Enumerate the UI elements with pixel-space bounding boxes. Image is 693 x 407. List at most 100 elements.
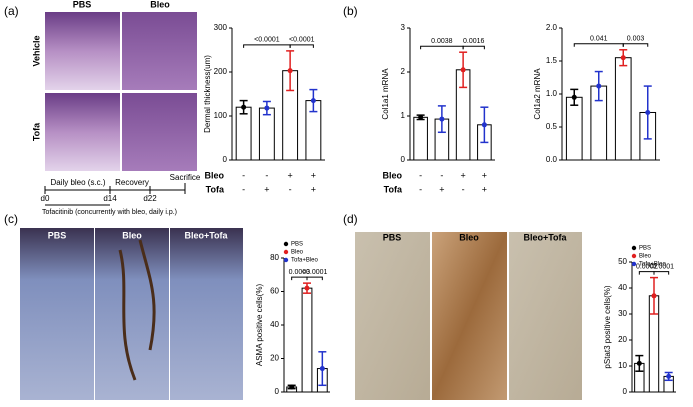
column-label: Bleo [459, 232, 479, 242]
y-tick-label: 1.5 [546, 56, 558, 65]
mean-dot [666, 373, 672, 379]
factor-level: - [265, 170, 268, 180]
factor-level: - [242, 170, 245, 180]
timeline-day: d22 [143, 194, 157, 203]
histology-image [355, 232, 430, 400]
y-tick-label: 0 [623, 387, 628, 396]
significance-bracket [243, 44, 291, 48]
mean-dot [460, 67, 466, 73]
significance-bracket [420, 45, 464, 50]
significance-bracket [291, 276, 308, 281]
p-value: <0.0001 [302, 269, 328, 276]
mean-dot [289, 384, 295, 390]
y-tick-label: 2 [401, 67, 406, 76]
timeline-label: Recovery [115, 178, 149, 187]
timeline-day: d0 [41, 194, 50, 203]
significance-bracket [306, 276, 323, 281]
y-axis-label: Col1a1 mRNA [381, 68, 390, 120]
column-label: PBS [48, 230, 67, 240]
y-tick-label: 50 [618, 257, 627, 266]
panel-label: (b) [343, 4, 358, 18]
histology-image [122, 93, 197, 171]
mean-dot [596, 83, 602, 89]
y-tick-label: 0 [275, 387, 280, 396]
p-value: 0.0038 [431, 38, 453, 45]
timeline-note: Tofacitinib (concurrently with bleo, dai… [42, 209, 177, 216]
y-axis-label: Dermal thickness(um) [203, 55, 212, 133]
p-value: <0.0001 [254, 37, 280, 44]
y-tick-label: 3 [401, 23, 406, 32]
y-tick-label: 60 [270, 287, 279, 296]
bar [258, 107, 275, 161]
y-tick-label: 30 [618, 309, 627, 318]
bar [301, 287, 313, 393]
mean-dot [287, 68, 293, 74]
legend-label: Bleo [291, 250, 304, 256]
histology-image [122, 12, 197, 90]
mean-dot [481, 122, 487, 128]
mean-dot [310, 98, 316, 104]
histology-image [45, 12, 120, 90]
timeline-day: d14 [103, 194, 117, 203]
column-label: Bleo [150, 0, 170, 9]
mean-dot [636, 360, 642, 366]
factor-label: Bleo [204, 170, 224, 180]
factor-label: Bleo [382, 170, 402, 180]
bar [413, 116, 428, 161]
y-tick-label: 2.0 [546, 23, 558, 32]
mean-dot [304, 285, 310, 291]
factor-label: Tofa [384, 184, 403, 194]
column-label: Bleo+Tofa [184, 230, 228, 240]
legend-marker [631, 245, 637, 251]
p-value: 0.003 [627, 36, 645, 43]
mean-dot [571, 94, 577, 100]
y-tick-label: 20 [270, 354, 279, 363]
row-label: Vehicle [31, 35, 41, 66]
bar [565, 96, 583, 161]
column-label: PBS [73, 0, 92, 9]
significance-bracket [462, 45, 485, 50]
y-axis-label: ASMA positive cells(%) [255, 284, 264, 367]
y-tick-label: 200 [214, 67, 228, 76]
factor-level: + [264, 184, 269, 194]
histology-image [20, 228, 94, 400]
mean-dot [645, 109, 651, 115]
y-axis-label: pStat3 positive cells(%) [603, 285, 612, 368]
p-value: 0.0016 [463, 38, 485, 45]
p-value: 0.0002 [636, 263, 658, 270]
factor-level: + [460, 170, 465, 180]
histology-detail [118, 239, 156, 381]
factor-level: + [439, 184, 444, 194]
factor-label: Tofa [206, 184, 225, 194]
mean-dot [651, 293, 657, 299]
column-label: PBS [383, 232, 402, 242]
mean-dot [264, 105, 270, 111]
mean-dot [418, 114, 424, 120]
significance-bracket [573, 43, 624, 47]
y-tick-label: 100 [214, 111, 228, 120]
bar [235, 106, 252, 161]
column-label: Bleo+Tofa [523, 232, 567, 242]
legend-label: PBS [291, 242, 303, 248]
histology-image [432, 232, 507, 400]
legend-marker [631, 261, 637, 267]
mean-dot [319, 366, 325, 372]
factor-level: + [482, 170, 487, 180]
y-tick-label: 300 [214, 23, 228, 32]
factor-level: + [311, 184, 316, 194]
factor-level: - [242, 184, 245, 194]
legend-marker [283, 249, 289, 255]
y-tick-label: 1 [401, 111, 406, 120]
legend-label: Tofa+Bleo [291, 258, 319, 264]
p-value: <0.0001 [649, 263, 675, 270]
p-value: <0.0001 [289, 37, 315, 44]
factor-level: + [311, 170, 316, 180]
mean-dot [439, 116, 445, 122]
factor-level: - [462, 184, 465, 194]
legend-label: Tofa+Bleo [639, 262, 667, 268]
y-axis-label: Col1a2 mRNA [533, 68, 542, 120]
column-label: Bleo [122, 230, 142, 240]
y-tick-label: 10 [618, 361, 627, 370]
panel-label: (d) [343, 212, 358, 226]
